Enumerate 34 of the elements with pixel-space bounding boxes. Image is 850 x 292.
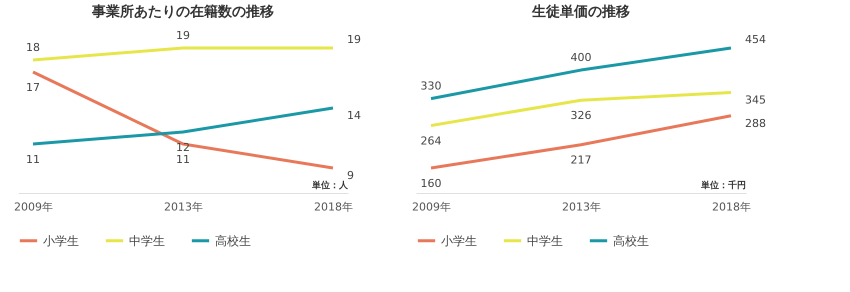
x-tick-label: 2013年: [562, 200, 601, 214]
data-label: 264: [420, 134, 442, 148]
x-tick-label: 2009年: [14, 200, 53, 214]
data-label: 11: [176, 153, 190, 166]
x-tick-label: 2013年: [164, 200, 203, 214]
x-tick-label: 2018年: [712, 200, 751, 214]
legend-label: 中学生: [527, 234, 563, 248]
data-label: 454: [745, 33, 766, 46]
chart-title: 生徒単価の推移: [531, 4, 630, 20]
x-tick-label: 2009年: [412, 200, 451, 214]
chart-title: 事業所あたりの在籍数の推移: [91, 4, 274, 20]
data-label: 160: [420, 177, 442, 190]
data-label: 326: [570, 109, 592, 122]
legend-label: 小学生: [441, 234, 477, 248]
data-label: 288: [745, 116, 766, 130]
text: 単位：千円: [700, 180, 746, 191]
text: 単位：人: [311, 180, 349, 191]
data-label: 12: [176, 141, 190, 154]
data-label: 17: [26, 81, 40, 94]
data-label: 217: [570, 154, 592, 167]
data-label: 9: [347, 169, 354, 182]
data-label: 14: [347, 109, 361, 122]
data-label: 330: [420, 80, 442, 93]
x-tick-label: 2018年: [314, 200, 353, 214]
data-label: 11: [26, 153, 40, 166]
legend-label: 中学生: [129, 234, 165, 248]
legend-label: 高校生: [613, 234, 649, 248]
data-label: 18: [26, 41, 40, 54]
legend-label: 小学生: [43, 234, 79, 248]
data-label: 400: [570, 51, 592, 64]
data-label: 345: [745, 93, 766, 106]
legend-label: 高校生: [215, 234, 251, 248]
data-label: 19: [347, 33, 361, 46]
data-label: 19: [176, 29, 190, 42]
